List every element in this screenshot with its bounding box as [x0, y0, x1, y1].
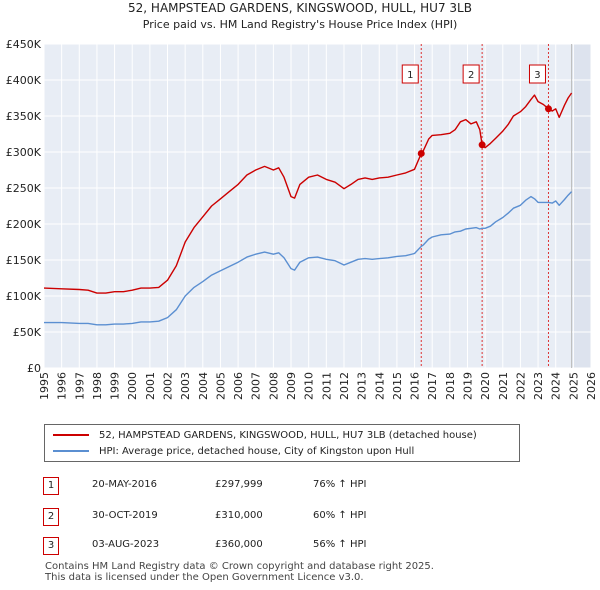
footer-licence: This data is licensed under the Open Gov…: [45, 572, 364, 583]
x-tick-label: 2008: [267, 372, 280, 400]
y-tick-label: £0: [27, 362, 41, 375]
series-lines: [43, 92, 573, 326]
x-tick-label: 1996: [56, 372, 69, 400]
x-tick-label: 1997: [73, 372, 86, 400]
x-tick-label: 2001: [144, 372, 157, 400]
sale-vertical-lines: [420, 44, 549, 368]
sale-point: [544, 105, 552, 113]
x-tick-label: 2019: [461, 372, 474, 400]
legend-label-hpi: HPI: Average price, detached house, City…: [99, 445, 415, 457]
x-tick-label: 2020: [479, 372, 492, 400]
price-chart: 52, HAMPSTEAD GARDENS, KINGSWOOD, HULL, …: [6, 1, 598, 400]
sale-date: 20-MAY-2016: [92, 479, 158, 490]
sale-number-badge: 2: [43, 508, 59, 526]
legend: 52, HAMPSTEAD GARDENS, KINGSWOOD, HULL, …: [44, 424, 520, 462]
x-tick-labels: 1995 1996 1997 1998 1999 2000 2001 2002 2003 2004…: [38, 372, 598, 400]
series-line-property: [43, 92, 573, 294]
plot-area: [44, 44, 591, 368]
sale-point: [478, 141, 486, 149]
y-tick-label: £200K: [6, 218, 42, 231]
y-tick-label: £100K: [6, 290, 42, 303]
sale-point: [417, 149, 425, 157]
grid-lines: [43, 43, 592, 369]
x-tick-label: 2011: [320, 372, 333, 400]
footer-copyright: Contains HM Land Registry data © Crown c…: [45, 561, 434, 572]
sale-hpi-change: 60% ↑ HPI: [313, 510, 367, 521]
legend-entry-hpi: HPI: Average price, detached house, City…: [53, 443, 414, 459]
sale-marker-label: 1: [407, 70, 413, 81]
x-tick-label: 2023: [532, 372, 545, 400]
y-tick-label: £450K: [6, 38, 42, 51]
legend-label-property: 52, HAMPSTEAD GARDENS, KINGSWOOD, HULL, …: [99, 429, 477, 441]
sale-marker-box: [528, 64, 546, 84]
x-tick-label: 2005: [214, 372, 227, 400]
x-tick-label: 2024: [550, 372, 563, 400]
x-tick-label: 2000: [126, 372, 139, 400]
sale-markers: 1 2 3: [401, 64, 552, 157]
chart-title: 52, HAMPSTEAD GARDENS, KINGSWOOD, HULL, …: [128, 1, 472, 15]
sale-row: 2 30-OCT-2019 £310,000 60% ↑ HPI: [0, 508, 600, 528]
x-tick-label: 2012: [338, 372, 351, 400]
x-tick-label: 2016: [409, 372, 422, 400]
y-tick-label: £50K: [13, 326, 42, 339]
sale-price: £360,000: [215, 539, 263, 550]
sale-number-badge: 1: [43, 477, 59, 495]
sale-marker-label: 2: [468, 70, 474, 81]
y-tick-label: £350K: [6, 110, 42, 123]
y-tick-label: £250K: [6, 182, 42, 195]
legend-entry-property: 52, HAMPSTEAD GARDENS, KINGSWOOD, HULL, …: [53, 427, 477, 443]
sale-marker-label: 3: [534, 70, 540, 81]
sale-hpi-change: 76% ↑ HPI: [313, 479, 367, 490]
x-tick-label: 2025: [567, 372, 580, 400]
sale-row: 1 20-MAY-2016 £297,999 76% ↑ HPI: [0, 477, 600, 497]
sale-marker-box: [462, 64, 480, 84]
x-tick-label: 2017: [426, 372, 439, 400]
sale-price: £297,999: [215, 479, 263, 490]
footer-notice: Contains HM Land Registry data © Crown c…: [45, 561, 434, 583]
x-tick-label: 2002: [162, 372, 175, 400]
chart-subtitle: Price paid vs. HM Land Registry's House …: [143, 18, 458, 31]
sale-date: 30-OCT-2019: [92, 510, 158, 521]
x-tick-label: 2015: [391, 372, 404, 400]
sale-number-badge: 3: [43, 537, 59, 555]
sale-row: 3 03-AUG-2023 £360,000 56% ↑ HPI: [0, 537, 600, 557]
series-line-hpi: [44, 191, 573, 326]
x-tick-label: 2018: [444, 372, 457, 400]
y-tick-label: £150K: [6, 254, 42, 267]
sale-price: £310,000: [215, 510, 263, 521]
forecast-band: [571, 44, 591, 368]
x-tick-label: 2009: [285, 372, 298, 400]
x-tick-label: 2010: [303, 372, 316, 400]
x-tick-label: 2026: [585, 372, 598, 400]
x-tick-label: 2014: [373, 372, 386, 400]
legend-swatch-property: [53, 434, 89, 436]
x-tick-label: 2013: [356, 372, 369, 400]
sale-marker-box: [401, 64, 419, 84]
x-tick-label: 2006: [232, 372, 245, 400]
x-tick-label: 1999: [109, 372, 122, 400]
x-tick-label: 1998: [91, 372, 104, 400]
x-tick-label: 2004: [197, 372, 210, 400]
x-tick-label: 1995: [38, 372, 51, 400]
x-tick-label: 2021: [497, 372, 510, 400]
y-tick-label: £300K: [6, 146, 42, 159]
legend-swatch-hpi: [53, 450, 89, 452]
x-tick-label: 2003: [179, 372, 192, 400]
x-tick-label: 2022: [514, 372, 527, 400]
sale-date: 03-AUG-2023: [92, 539, 160, 550]
x-tick-label: 2007: [250, 372, 263, 400]
y-tick-label: £400K: [6, 74, 42, 87]
y-tick-labels: £0 £50K £100K £150K £200K £250K £300K £350K £400…: [6, 38, 42, 375]
sale-hpi-change: 56% ↑ HPI: [313, 539, 367, 550]
